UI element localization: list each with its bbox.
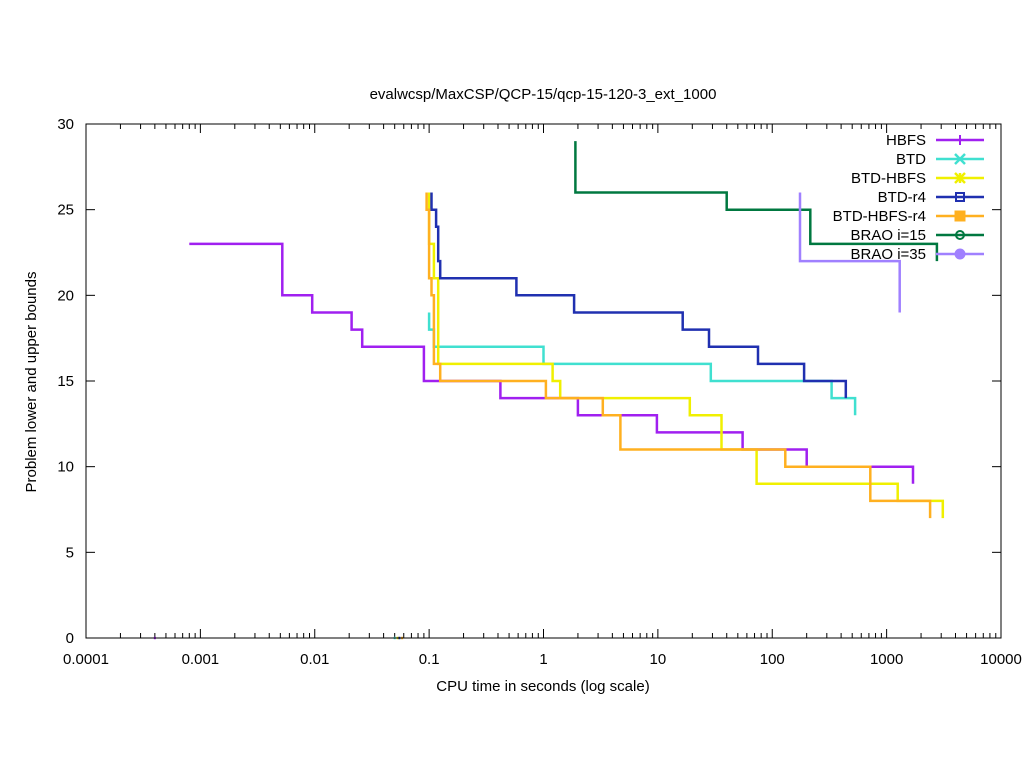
series-brao-i-35: [798, 192, 901, 313]
legend-marker-btd-r4: [955, 192, 965, 202]
series-line-btd-hbfs-r4: [425, 192, 932, 519]
x-tick-label: 0.001: [182, 651, 220, 668]
series-btd: [393, 312, 857, 640]
legend-marker-btd: [954, 153, 966, 165]
y-axis-label: Problem lower and upper bounds: [23, 272, 40, 493]
y-tick-label: 30: [57, 116, 74, 133]
legend-marker-btd-hbfs-r4: [954, 210, 966, 222]
x-tick-label: 0.01: [300, 651, 329, 668]
series-line-brao-i-15: [574, 141, 939, 262]
legend-label-btd-hbfs: BTD-HBFS: [851, 170, 926, 187]
legend-label-btd-r4: BTD-r4: [878, 189, 926, 206]
series-line-btd-hbfs: [427, 192, 945, 519]
x-tick-label: 100: [760, 651, 785, 668]
x-tick-label: 10: [650, 651, 667, 668]
x-axis-label: CPU time in seconds (log scale): [436, 678, 649, 695]
y-tick-label: 0: [66, 630, 74, 647]
y-tick-label: 10: [57, 459, 74, 476]
legend-label-btd: BTD: [896, 151, 926, 168]
legend: HBFS BTD BTD-HBFS BTD-r4 BTD-HBFS-r4 BRAO i=1…: [833, 132, 984, 263]
x-tick-label: 1000: [870, 651, 903, 668]
x-tick-label: 0.0001: [63, 651, 109, 668]
legend-label-hbfs: HBFS: [886, 132, 926, 149]
series-line-btd-r4: [430, 192, 848, 399]
series-layer: [153, 141, 945, 640]
x-tick-label: 1: [539, 651, 547, 668]
x-tick-label: 0.1: [419, 651, 440, 668]
legend-marker-brao-i-15: [955, 230, 965, 240]
chart-title: evalwcsp/MaxCSP/QCP-15/qcp-15-120-3_ext_…: [370, 86, 717, 103]
axes: 0.0001 0.001 0.01 0.1 1 10 100 1000 10000 0 5 10 15 2…: [57, 116, 1022, 668]
y-tick-label: 25: [57, 202, 74, 219]
legend-marker-brao-i-35: [954, 248, 966, 260]
y-tick-label: 5: [66, 544, 74, 561]
y-tick-label: 15: [57, 373, 74, 390]
plot-frame: [85, 123, 1002, 639]
legend-label-brao-i-15: BRAO i=15: [851, 227, 926, 244]
series-line-brao-i-35: [798, 192, 901, 313]
series-hbfs: [153, 242, 915, 640]
legend-label-brao-i-35: BRAO i=35: [851, 246, 926, 263]
series-brao-i-15: [574, 141, 939, 262]
x-tick-label: 10000: [980, 651, 1022, 668]
y-tick-label: 20: [57, 287, 74, 304]
legend-label-btd-hbfs-r4: BTD-HBFS-r4: [833, 208, 926, 225]
